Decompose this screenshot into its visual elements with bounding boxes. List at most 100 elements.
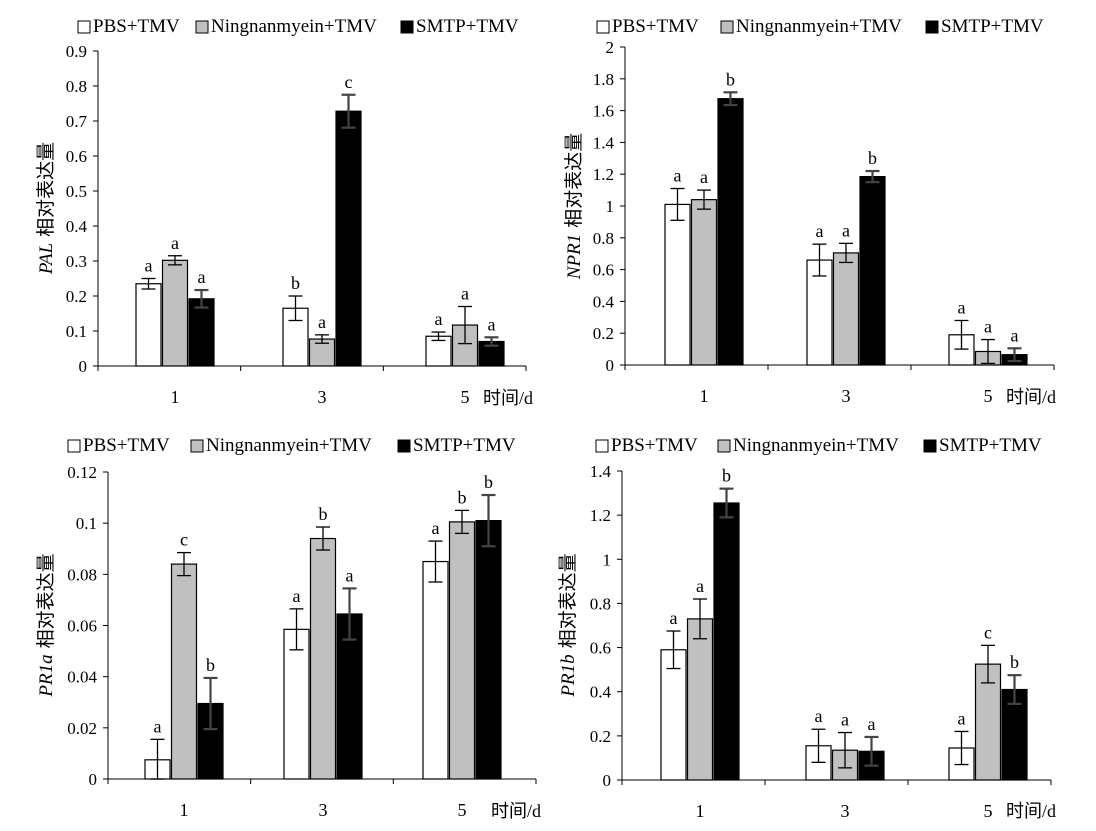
significance-letter: c: [984, 622, 992, 642]
x-category-label: 3: [841, 801, 850, 821]
bar-smtp-tmv: [713, 502, 740, 781]
x-category-label: 5: [461, 387, 470, 407]
y-tick-label: 0: [606, 356, 615, 375]
significance-letter: b: [458, 487, 467, 507]
y-tick-label: 0.3: [66, 252, 87, 271]
y-tick-label: 1.2: [590, 506, 611, 525]
y-tick-label: 1.4: [590, 462, 612, 481]
significance-letter: a: [145, 256, 153, 276]
significance-letter: a: [1011, 325, 1019, 345]
significance-letter: a: [841, 710, 849, 730]
y-axis-label-text: 相对表达量: [557, 553, 579, 648]
y-tick-label: 0.2: [593, 324, 614, 343]
y-tick-label: 1: [606, 197, 615, 216]
y-axis-gene-name: PAL: [36, 243, 57, 275]
bar-pbs-tmv: [664, 203, 691, 366]
significance-letter: a: [868, 714, 876, 734]
legend-swatch: [400, 20, 414, 34]
legend-label: PBS+TMV: [612, 16, 699, 37]
y-tick-label: 0.2: [66, 287, 87, 306]
legend-swatch: [67, 439, 81, 453]
y-axis-title: NPR1 相对表达量: [563, 133, 585, 280]
x-category-label: 1: [171, 387, 180, 407]
y-tick-label: 2: [606, 38, 615, 57]
legend-swatch: [190, 439, 204, 453]
significance-letter: b: [206, 655, 215, 675]
significance-letter: a: [674, 166, 682, 186]
bar-smtp-tmv: [475, 520, 502, 780]
y-tick-label: 0.4: [593, 292, 615, 311]
significance-letter: b: [726, 69, 735, 89]
significance-letter: a: [696, 576, 704, 596]
y-tick-label: 0.6: [590, 639, 611, 658]
significance-letter: c: [345, 72, 353, 92]
y-tick-label: 0.6: [593, 261, 614, 280]
legend-label: SMTP+TMV: [416, 16, 519, 37]
y-axis-label-text: 相对表达量: [35, 142, 57, 237]
significance-letter: a: [984, 317, 992, 337]
x-category-label: 5: [984, 386, 993, 406]
x-axis-title: 时间/d: [491, 801, 541, 821]
legend-swatch: [77, 20, 91, 34]
significance-letter: a: [700, 167, 708, 187]
x-category-label: 3: [319, 800, 328, 820]
x-category-label: 3: [842, 386, 851, 406]
bar-ningnanmyein-tmv: [448, 521, 476, 780]
y-tick-label: 1.6: [593, 102, 614, 121]
significance-letter: a: [461, 284, 469, 304]
y-tick-label: 0.4: [590, 683, 612, 702]
significance-letter: a: [842, 220, 850, 240]
legend-label: PBS+TMV: [93, 16, 180, 37]
bar-pbs-tmv: [660, 649, 687, 781]
significance-letter: a: [346, 565, 354, 585]
significance-letter: c: [180, 530, 188, 550]
significance-letter: b: [291, 273, 300, 293]
legend-label: Ningnanmyein+TMV: [733, 435, 899, 456]
bar-smtp-tmv: [859, 175, 886, 366]
significance-letter: b: [722, 466, 731, 486]
legend-label: Ningnanmyein+TMV: [736, 16, 902, 37]
legend-label: PBS+TMV: [611, 435, 698, 456]
y-tick-label: 0.9: [66, 42, 87, 61]
significance-letter: a: [293, 586, 301, 606]
significance-letter: a: [816, 221, 824, 241]
y-axis-title: PR1a 相对表达量: [35, 553, 57, 697]
significance-letter: a: [318, 312, 326, 332]
x-category-label: 5: [458, 800, 467, 820]
legend-swatch: [397, 439, 411, 453]
chart-panel-1: PBS+TMV Ningnanmyein+TMV SMTP+TMV 0 0.1 0.2 0.…: [35, 16, 533, 408]
legend-swatch: [595, 439, 609, 453]
y-tick-label: 0.04: [67, 668, 97, 687]
x-category-label: 1: [700, 386, 709, 406]
x-axis-title: 时间/d: [1006, 387, 1056, 407]
significance-letter: b: [1010, 652, 1019, 672]
significance-letter: a: [670, 608, 678, 628]
y-axis-gene-name: NPR1: [564, 234, 585, 280]
y-tick-label: 1: [603, 550, 612, 569]
significance-letter: a: [958, 297, 966, 317]
y-axis-label-text: 相对表达量: [35, 553, 57, 648]
bar-smtp-tmv: [336, 613, 363, 780]
legend-label: Ningnanmyein+TMV: [206, 435, 372, 456]
y-tick-label: 0.4: [66, 217, 88, 236]
y-tick-label: 0.1: [66, 322, 87, 341]
y-tick-label: 1.2: [593, 165, 614, 184]
bar-pbs-tmv: [135, 283, 162, 367]
y-tick-label: 0: [89, 770, 98, 789]
y-tick-label: 0: [79, 357, 88, 376]
bar-ningnanmyein-tmv: [686, 618, 714, 781]
y-tick-label: 0.02: [67, 719, 97, 738]
bar-ningnanmyein-tmv: [690, 199, 718, 366]
bar-ningnanmyein-tmv: [309, 537, 337, 780]
legend-swatch: [596, 20, 610, 34]
y-tick-label: 0.08: [67, 565, 97, 584]
x-category-label: 5: [984, 801, 993, 821]
bar-smtp-tmv: [188, 298, 215, 367]
bar-ningnanmyein-tmv: [170, 563, 198, 780]
y-tick-label: 0.06: [67, 617, 97, 636]
chart-panel-4: PBS+TMV Ningnanmyein+TMV SMTP+TMV 0 0.2 0.4 0.…: [557, 435, 1056, 821]
significance-letter: a: [815, 706, 823, 726]
bar-pbs-tmv: [422, 560, 449, 780]
significance-letter: a: [432, 518, 440, 538]
